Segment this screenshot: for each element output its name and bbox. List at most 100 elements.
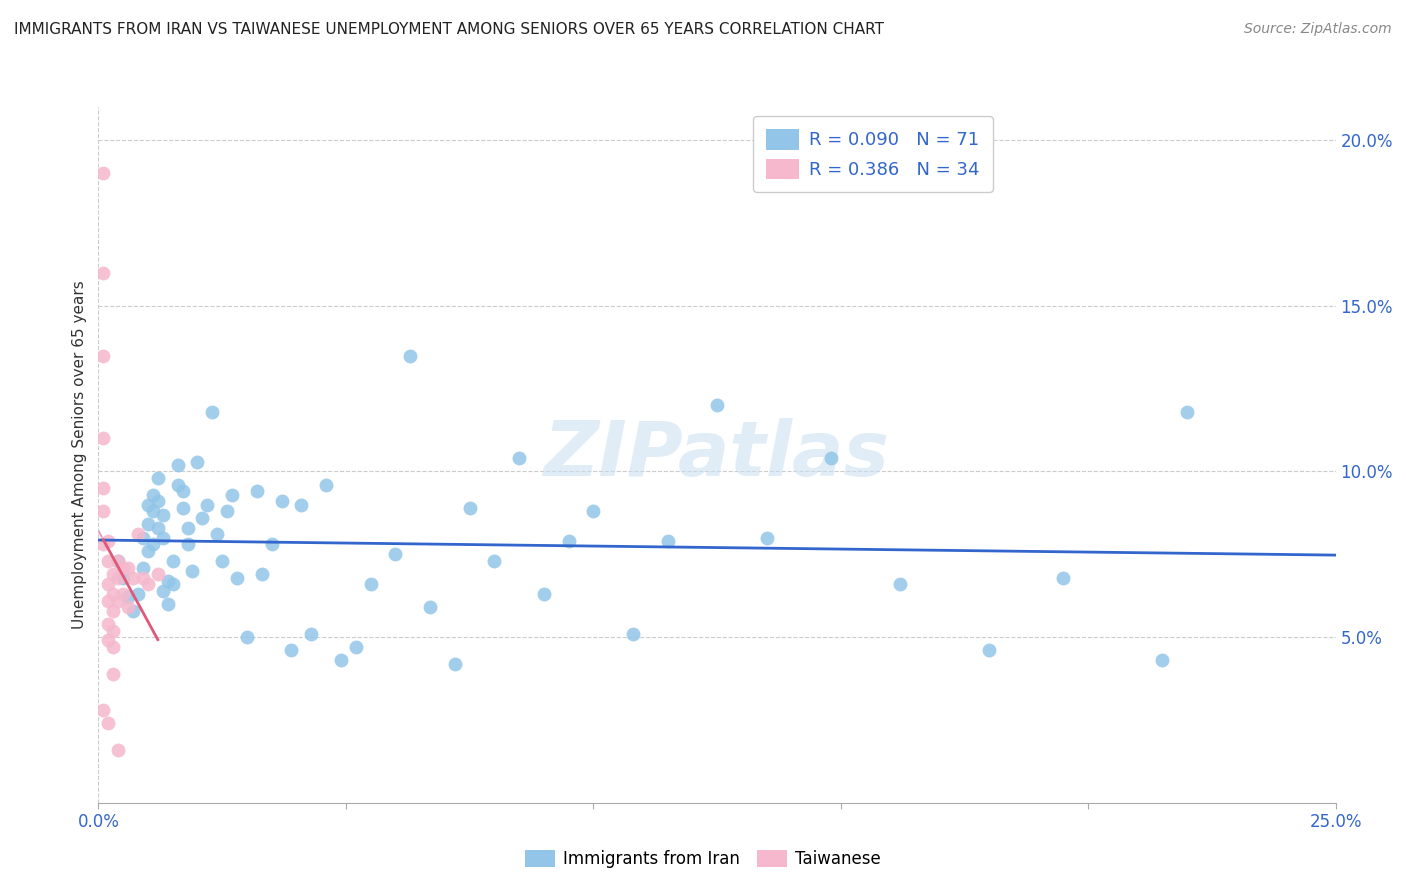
Point (146, 471, 169, 485)
Text: ZIPatlas: ZIPatlas (544, 418, 890, 491)
Point (103, 604, 125, 618)
Point (755, 531, 778, 545)
Point (152, 508, 174, 522)
Point (384, 547, 406, 561)
Point (122, 604, 145, 618)
Point (107, 554, 129, 568)
Point (146, 567, 169, 582)
Point (142, 537, 165, 551)
Point (166, 477, 188, 491)
Point (93, 266, 115, 280)
Point (1052, 570, 1074, 584)
Point (103, 666, 125, 681)
Point (205, 527, 228, 541)
Point (112, 570, 135, 584)
Point (117, 591, 139, 605)
Point (93, 537, 115, 551)
Point (217, 504, 239, 518)
Point (152, 531, 174, 545)
Point (136, 577, 159, 591)
Point (97, 554, 120, 568)
Point (146, 521, 169, 535)
Point (136, 498, 159, 512)
Point (329, 653, 352, 667)
Point (107, 570, 129, 584)
Point (97, 616, 120, 631)
Point (246, 484, 269, 499)
Point (166, 458, 188, 472)
Point (132, 570, 155, 584)
Point (226, 570, 249, 584)
Legend: Immigrants from Iran, Taiwanese: Immigrants from Iran, Taiwanese (519, 843, 887, 875)
Point (93, 431, 115, 445)
Point (97, 633, 120, 648)
Point (176, 537, 198, 551)
Point (657, 534, 679, 549)
Point (706, 398, 728, 412)
Text: Source: ZipAtlas.com: Source: ZipAtlas.com (1244, 22, 1392, 37)
Point (127, 587, 149, 601)
Point (117, 560, 139, 574)
Point (103, 587, 125, 601)
Point (533, 587, 555, 601)
Point (112, 560, 135, 574)
Point (820, 451, 842, 466)
Point (221, 488, 243, 502)
Point (117, 600, 139, 615)
Point (280, 643, 302, 657)
Point (419, 600, 441, 615)
Point (132, 531, 155, 545)
Point (103, 640, 125, 654)
Point (557, 534, 579, 549)
Point (146, 494, 169, 508)
Point (156, 574, 179, 588)
Point (107, 743, 129, 757)
Point (97, 593, 120, 607)
Point (142, 488, 165, 502)
Point (107, 554, 129, 568)
Point (201, 405, 224, 419)
Point (250, 567, 273, 582)
Text: IMMIGRANTS FROM IRAN VS TAIWANESE UNEMPLOYMENT AMONG SENIORS OVER 65 YEARS CORRE: IMMIGRANTS FROM IRAN VS TAIWANESE UNEMPL… (14, 22, 884, 37)
Point (621, 627, 644, 641)
Point (508, 451, 530, 466)
Point (270, 494, 292, 508)
Point (122, 570, 145, 584)
Point (443, 657, 465, 671)
Point (181, 564, 204, 578)
Point (315, 477, 337, 491)
Point (127, 527, 149, 541)
Point (93, 504, 115, 518)
Point (889, 577, 911, 591)
Point (236, 630, 259, 644)
Point (186, 454, 208, 468)
Point (1152, 653, 1174, 667)
Point (172, 500, 194, 515)
Point (103, 567, 125, 582)
Point (107, 593, 129, 607)
Point (97, 534, 120, 549)
Point (93, 166, 115, 180)
Point (195, 498, 218, 512)
Point (132, 560, 155, 574)
Point (458, 500, 481, 515)
Point (162, 554, 184, 568)
Point (1175, 405, 1198, 419)
Point (299, 627, 322, 641)
Point (136, 544, 159, 558)
Point (112, 587, 135, 601)
Y-axis label: Unemployment Among Seniors over 65 years: Unemployment Among Seniors over 65 years (72, 281, 87, 629)
Point (191, 511, 214, 525)
Point (156, 597, 179, 611)
Point (103, 624, 125, 638)
Point (290, 498, 312, 512)
Point (142, 504, 165, 518)
Point (97, 577, 120, 591)
Point (93, 703, 115, 717)
Point (484, 554, 506, 568)
Point (260, 537, 283, 551)
Legend: R = 0.090   N = 71, R = 0.386   N = 34: R = 0.090 N = 71, R = 0.386 N = 34 (754, 116, 993, 192)
Point (399, 349, 422, 363)
Point (582, 504, 605, 518)
Point (97, 716, 120, 731)
